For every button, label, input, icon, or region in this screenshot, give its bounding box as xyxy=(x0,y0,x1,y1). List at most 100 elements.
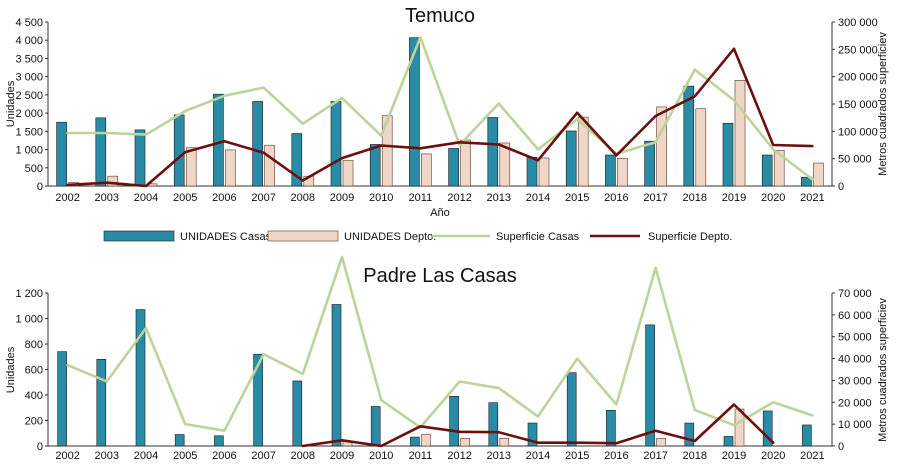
chart2-bar-casas-units xyxy=(527,422,538,447)
chart2-y2-axis-title: Metros cuadrados superficiev xyxy=(877,298,889,442)
chart1-y2-tick-label: 0 xyxy=(838,181,844,193)
chart2-x-tick-label: 2018 xyxy=(683,450,707,462)
chart1-bar-depto-units xyxy=(617,158,628,187)
chart1-bar-depto-units xyxy=(381,115,393,187)
chart2-bar-casas-units xyxy=(331,304,342,447)
chart1-bar-depto-units xyxy=(773,149,785,187)
legend-label-depto-units: UNIDADES Depto. xyxy=(344,231,436,243)
chart1-bar-depto-units xyxy=(342,160,354,187)
chart1-x-axis-title: Año xyxy=(430,207,450,219)
chart1-line-depto-surface xyxy=(66,47,814,188)
chart2-x-tick-label: 2006 xyxy=(212,450,236,462)
chart1-bar-depto-units xyxy=(499,142,511,187)
chart2-x-tick-label: 2009 xyxy=(330,450,354,462)
chart2-y2-tick-label: 30 000 xyxy=(838,375,872,387)
chart1-x-tick-label: 2009 xyxy=(330,192,354,204)
chart1-y-tick-label: 1 000 xyxy=(15,145,43,157)
chart1-bar-casas-units xyxy=(644,140,655,187)
chart1-bar-casas-units xyxy=(369,144,381,187)
chart1-bar-casas-units xyxy=(448,148,459,187)
chart2-title: Padre Las Casas xyxy=(363,265,516,287)
chart1-bar-casas-units xyxy=(291,133,303,187)
chart1-x-tick-label: 2012 xyxy=(447,192,471,204)
chart2-bar-casas-units xyxy=(214,435,224,447)
legend-label-depto-surface: Superficie Depto. xyxy=(648,231,732,243)
chart1-line-casas-surface xyxy=(66,36,814,181)
chart2-bar-casas-units xyxy=(723,436,734,447)
chart1-bar-casas-units xyxy=(605,154,616,187)
chart2-bar-casas-units xyxy=(566,372,577,447)
chart2-bar-depto-units xyxy=(499,438,510,447)
chart2-x-tick-label: 2013 xyxy=(487,450,511,462)
chart1-y2-tick-label: 250 000 xyxy=(838,44,878,56)
chart1-y-tick-label: 4 500 xyxy=(15,17,43,29)
chart1-bar-depto-units xyxy=(185,147,197,187)
chart1-x-tick-label: 2013 xyxy=(487,192,511,204)
chart1-bar-casas-units xyxy=(213,93,224,187)
chart2-x-tick-label: 2012 xyxy=(447,450,471,462)
chart1-y2-tick-label: 300 000 xyxy=(838,17,878,29)
chart1-bar-depto-units xyxy=(656,106,667,187)
chart2-y-tick-label: 0 xyxy=(37,441,43,453)
chart2-x-tick-label: 2008 xyxy=(291,450,315,462)
chart2-y2-tick-label: 20 000 xyxy=(838,397,872,409)
chart1-x-tick-label: 2017 xyxy=(643,192,667,204)
chart2-y2-tick-label: 50 000 xyxy=(838,332,872,344)
chart1-bar-casas-units xyxy=(565,130,577,187)
chart2-y-tick-label: 1 000 xyxy=(15,314,43,326)
chart2-x-tick-label: 2014 xyxy=(526,450,550,462)
chart2-y2-tick-label: 60 000 xyxy=(838,310,872,322)
chart2-y2-tick-label: 40 000 xyxy=(838,354,872,366)
chart1-bar-depto-units xyxy=(460,139,471,187)
chart2-x-tick-label: 2010 xyxy=(369,450,393,462)
chart1-x-tick-label: 2002 xyxy=(55,192,79,204)
chart2-x-tick-label: 2005 xyxy=(173,450,197,462)
chart1-x-tick-label: 2003 xyxy=(95,192,119,204)
chart2-y2-tick-label: 10 000 xyxy=(838,419,872,431)
chart1-bar-casas-units xyxy=(526,156,538,187)
chart2-bar-depto-units xyxy=(656,438,666,447)
chart2-x-tick-label: 2019 xyxy=(722,450,746,462)
chart2-bar-casas-units xyxy=(410,436,420,447)
chart1-bar-casas-units xyxy=(173,114,185,187)
chart1-bar-depto-units xyxy=(813,162,824,187)
chart2-bar-casas-units xyxy=(135,309,146,447)
legend-label-casas-units: UNIDADES Casas xyxy=(180,231,272,243)
chart1-x-tick-label: 2018 xyxy=(683,192,707,204)
chart2-x-tick-label: 2011 xyxy=(409,450,433,462)
chart1-title: Temuco xyxy=(405,5,475,27)
chart1-x-tick-label: 2008 xyxy=(291,192,315,204)
chart2-y2-tick-label: 70 000 xyxy=(838,288,872,300)
chart1-bar-casas-units xyxy=(134,129,146,187)
chart2-bar-casas-units xyxy=(645,324,655,447)
chart2-bar-casas-units xyxy=(174,434,185,447)
chart1-x-tick-label: 2006 xyxy=(212,192,236,204)
chart1-bar-depto-units xyxy=(225,149,236,187)
chart1-y-axis-title: Unidades xyxy=(5,80,17,127)
chart2-bar-casas-units xyxy=(449,395,459,447)
chart1-bar-casas-units xyxy=(487,117,499,187)
chart2-x-tick-label: 2016 xyxy=(604,450,628,462)
chart1-bar-depto-units xyxy=(107,175,119,187)
chart2-y-tick-label: 600 xyxy=(25,365,43,377)
chart2-x-tick-label: 2003 xyxy=(95,450,119,462)
legend-swatch-casas-units xyxy=(103,230,175,242)
chart2-y-axis-title: Unidades xyxy=(5,346,17,393)
chart1-x-tick-label: 2007 xyxy=(251,192,275,204)
chart1-y2-tick-label: 150 000 xyxy=(838,99,878,111)
chart2-bar-casas-units xyxy=(96,358,107,447)
chart2-bar-casas-units xyxy=(57,351,67,447)
chart2-y-tick-label: 1 200 xyxy=(15,288,43,300)
chart2-line-casas-surface xyxy=(66,255,814,432)
chart1-bar-depto-units xyxy=(264,144,275,187)
chart2-x-tick-label: 2021 xyxy=(800,450,824,462)
chart2-y-tick-label: 200 xyxy=(25,416,43,428)
chart2-bar-casas-units xyxy=(606,409,616,447)
chart2-bar-depto-units xyxy=(421,434,431,447)
chart1-y2-tick-label: 100 000 xyxy=(838,126,878,138)
chart2-x-tick-label: 2015 xyxy=(565,450,589,462)
chart2-bar-casas-units xyxy=(762,410,773,447)
chart1-bar-depto-units xyxy=(538,157,550,187)
chart1-x-tick-label: 2005 xyxy=(173,192,197,204)
chart1-bar-casas-units xyxy=(683,85,695,187)
